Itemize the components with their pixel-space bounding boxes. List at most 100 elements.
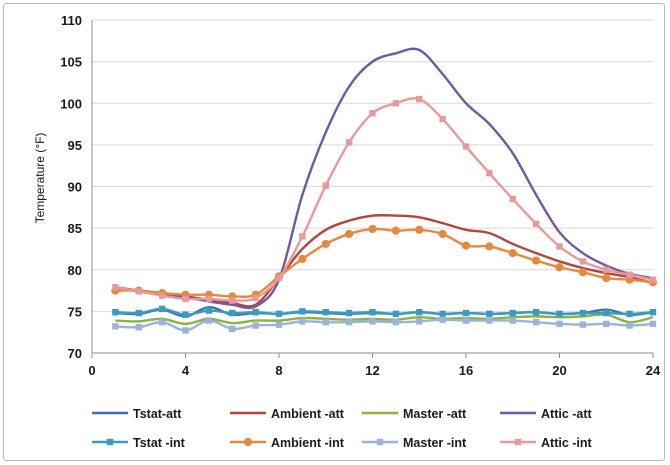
- data-point: [462, 143, 470, 150]
- data-point: [649, 320, 657, 328]
- data-point: [462, 317, 470, 324]
- data-point: [415, 225, 424, 234]
- data-point: [509, 317, 516, 324]
- data-point: [135, 323, 142, 331]
- legend-label: Tstat-att: [133, 407, 182, 421]
- data-point: [205, 307, 213, 314]
- data-point: [205, 295, 213, 303]
- y-tick-label: 90: [68, 180, 82, 195]
- legend-label: Ambient -int: [271, 436, 345, 450]
- x-tick-label: 0: [88, 363, 95, 378]
- data-point: [299, 318, 306, 325]
- legend-label: Ambient -att: [271, 407, 345, 421]
- axes: 70 75 80 85 90 95 100 105 110 0 4 8 12 16 20 24: [60, 13, 661, 378]
- data-point: [556, 243, 563, 250]
- data-point: [252, 294, 259, 302]
- data-point: [322, 309, 329, 316]
- data-point: [556, 310, 563, 318]
- legend-label: Attic -att: [541, 407, 593, 421]
- legend-item-tstat-att: Tstat-att: [92, 407, 182, 421]
- data-point: [299, 308, 306, 315]
- data-point: [158, 318, 166, 326]
- data-point: [112, 309, 119, 316]
- data-point: [439, 316, 446, 323]
- data-point: [532, 309, 540, 316]
- data-point: [252, 309, 259, 316]
- data-point: [438, 229, 447, 239]
- legend-marker: [106, 438, 114, 446]
- data-point: [392, 100, 400, 107]
- legend-marker: [514, 438, 522, 446]
- series-ambient-int: [111, 224, 658, 301]
- y-tick-label: 95: [68, 138, 82, 153]
- data-point: [158, 305, 166, 313]
- legend-label: Master -int: [403, 436, 467, 450]
- data-point: [182, 295, 189, 303]
- data-point: [275, 321, 283, 328]
- data-point: [321, 239, 330, 249]
- legend-item-tstat-int: Tstat -int: [92, 436, 186, 450]
- data-point: [486, 169, 493, 177]
- data-point: [603, 266, 610, 273]
- legend-marker: [243, 437, 253, 447]
- data-point: [392, 310, 400, 318]
- data-point: [229, 325, 236, 333]
- y-tick-label: 85: [68, 221, 82, 236]
- x-tick-label: 24: [646, 363, 661, 378]
- data-point: [392, 318, 400, 326]
- data-point: [299, 233, 306, 240]
- data-point: [275, 274, 283, 282]
- legend-item-ambient-int: Ambient -int: [230, 436, 345, 450]
- series-tstat-int: [112, 305, 657, 318]
- data-point: [626, 322, 633, 329]
- data-point: [626, 271, 633, 278]
- data-point: [649, 276, 657, 283]
- legend-label: Attic -int: [541, 436, 593, 450]
- data-point: [439, 115, 446, 123]
- data-point: [416, 309, 423, 316]
- legend-label: Master -att: [403, 407, 467, 421]
- data-point: [602, 273, 611, 283]
- data-point: [486, 310, 493, 318]
- data-point: [369, 309, 376, 316]
- data-point: [391, 226, 400, 235]
- data-point: [205, 317, 213, 324]
- gridlines: [92, 19, 653, 312]
- data-point: [532, 256, 541, 265]
- data-point: [369, 318, 376, 325]
- data-point: [275, 310, 283, 318]
- chart-frame: [3, 3, 665, 461]
- data-point: [508, 249, 517, 258]
- data-point: [229, 297, 236, 304]
- legend: Tstat-att Ambient -att Master -att Attic -a…: [92, 407, 593, 450]
- data-point: [158, 292, 166, 299]
- series-line: [115, 227, 654, 299]
- y-tick-label: 110: [61, 13, 82, 28]
- data-point: [252, 322, 259, 329]
- x-tick-label: 4: [182, 363, 190, 378]
- data-point: [461, 241, 471, 250]
- y-tick-label: 75: [68, 304, 82, 319]
- y-tick-label: 70: [68, 346, 82, 361]
- series-master-int: [112, 316, 657, 334]
- data-point: [345, 229, 354, 239]
- data-point: [345, 309, 353, 317]
- legend-marker: [376, 438, 384, 446]
- legend-item-master-int: Master -int: [362, 436, 467, 450]
- data-point: [603, 309, 610, 317]
- data-point: [368, 224, 377, 234]
- x-tick-label: 16: [459, 363, 473, 378]
- data-point: [649, 309, 657, 316]
- data-point: [135, 288, 142, 295]
- data-point: [555, 263, 564, 272]
- data-point: [603, 320, 610, 328]
- data-point: [462, 309, 470, 317]
- data-point: [486, 317, 493, 324]
- data-point: [182, 311, 189, 318]
- data-point: [345, 318, 353, 326]
- data-point: [229, 309, 236, 317]
- data-point: [112, 284, 119, 291]
- data-point: [556, 320, 563, 328]
- data-point: [579, 321, 587, 328]
- legend-label: Tstat -int: [133, 436, 186, 450]
